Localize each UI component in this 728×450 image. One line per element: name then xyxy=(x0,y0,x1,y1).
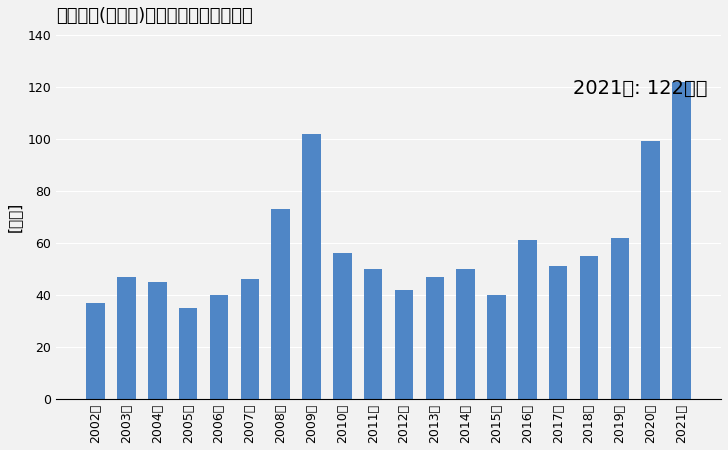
Bar xyxy=(641,141,660,399)
Y-axis label: [億円]: [億円] xyxy=(7,202,22,232)
Bar xyxy=(518,240,537,399)
Bar xyxy=(302,134,321,399)
Bar xyxy=(456,269,475,399)
Bar xyxy=(210,295,229,399)
Bar xyxy=(364,269,382,399)
Bar xyxy=(148,282,167,399)
Text: 中札内村(北海道)の粗付加価値額の推移: 中札内村(北海道)の粗付加価値額の推移 xyxy=(56,7,253,25)
Bar xyxy=(179,308,197,399)
Bar xyxy=(487,295,506,399)
Bar xyxy=(272,209,290,399)
Bar xyxy=(549,266,568,399)
Bar xyxy=(117,277,136,399)
Bar xyxy=(579,256,598,399)
Bar xyxy=(426,277,444,399)
Bar xyxy=(395,290,414,399)
Bar xyxy=(87,302,105,399)
Bar xyxy=(241,279,259,399)
Text: 2021年: 122億円: 2021年: 122億円 xyxy=(573,78,708,98)
Bar xyxy=(673,81,691,399)
Bar xyxy=(333,253,352,399)
Bar xyxy=(611,238,629,399)
